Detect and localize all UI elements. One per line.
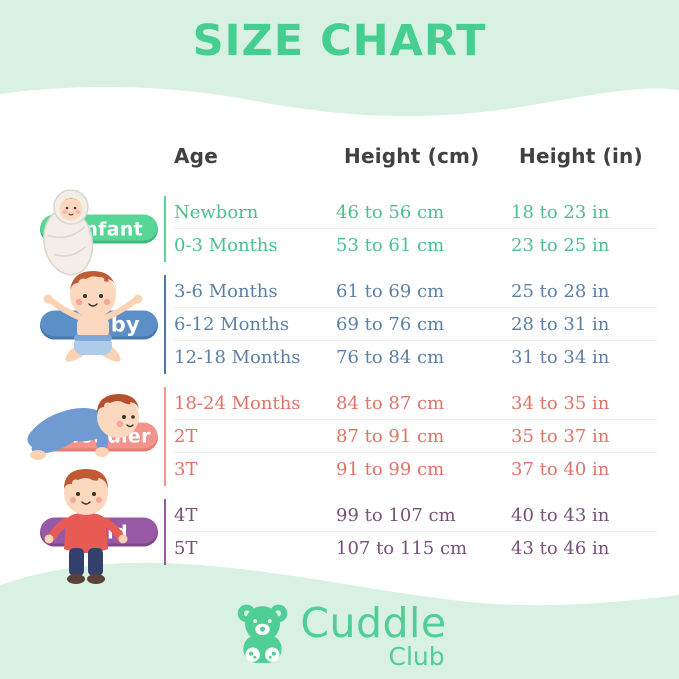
age-cell: 12-18 Months bbox=[174, 347, 301, 368]
height-in-cell: 35 to 37 in bbox=[511, 425, 610, 447]
age-cell: 0-3 Months bbox=[174, 235, 278, 256]
height-in-cell: 25 to 28 in bbox=[511, 280, 610, 302]
group-baby-rail: Baby bbox=[30, 271, 164, 374]
table-row: Newborn 46 to 56 cm 18 to 23 in bbox=[174, 196, 657, 229]
age-cell: 6-12 Months bbox=[174, 313, 290, 335]
group-kid: Kid bbox=[30, 469, 657, 584]
age-cell: 5T bbox=[174, 538, 198, 559]
height-cm-cell: 69 to 76 cm bbox=[336, 313, 445, 335]
group-infant: Infant bbox=[30, 189, 657, 276]
swaddled-infant-illustration bbox=[43, 189, 94, 276]
column-header-age: Age bbox=[174, 144, 218, 168]
brand-logo-text: Cuddle Club bbox=[300, 601, 446, 669]
height-cm-cell: 61 to 69 cm bbox=[336, 280, 445, 302]
table-row: 2T 87 to 91 cm 35 to 37 in bbox=[174, 420, 657, 453]
height-in-cell: 31 to 34 in bbox=[511, 347, 610, 368]
height-cm-cell: 76 to 84 cm bbox=[336, 347, 445, 368]
group-kid-rows: 4T 99 to 107 cm 40 to 43 in 5T 107 to 11… bbox=[164, 499, 657, 565]
page-title: SIZE CHART bbox=[192, 16, 487, 66]
size-table: Age Height (cm) Height (in) Infant bbox=[27, 144, 657, 584]
height-cm-cell: 84 to 87 cm bbox=[336, 392, 445, 414]
top-wave-decoration bbox=[0, 0, 679, 117]
group-baby: Baby bbox=[30, 271, 657, 374]
table-row: 6-12 Months 69 to 76 cm 28 to 31 in bbox=[174, 308, 657, 341]
height-cm-cell: 53 to 61 cm bbox=[336, 235, 445, 256]
height-cm-cell: 46 to 56 cm bbox=[336, 201, 445, 223]
group-toddler: Toddler 18-24 Months bbox=[27, 387, 657, 486]
infant-category-label: Infant bbox=[76, 218, 144, 240]
group-infant-rows: Newborn 46 to 56 cm 18 to 23 in 0-3 Mont… bbox=[164, 196, 657, 262]
column-header-height-in: Height (in) bbox=[519, 144, 643, 168]
height-cm-cell: 107 to 115 cm bbox=[336, 538, 468, 559]
age-cell: 3T bbox=[174, 459, 198, 480]
height-cm-cell: 99 to 107 cm bbox=[336, 504, 456, 526]
height-in-cell: 40 to 43 in bbox=[511, 504, 610, 526]
group-toddler-rail: Toddler bbox=[27, 387, 164, 486]
brand-logo: Cuddle Club bbox=[0, 601, 679, 669]
height-in-cell: 43 to 46 in bbox=[511, 538, 610, 559]
table-row: 3-6 Months 61 to 69 cm 25 to 28 in bbox=[174, 275, 657, 308]
height-in-cell: 34 to 35 in bbox=[511, 392, 610, 414]
height-cm-cell: 91 to 99 cm bbox=[336, 459, 445, 480]
age-cell: 4T bbox=[174, 504, 198, 526]
table-row: 3T 91 to 99 cm 37 to 40 in bbox=[174, 453, 657, 486]
height-cm-cell: 87 to 91 cm bbox=[336, 425, 445, 447]
brand-name: Cuddle bbox=[300, 599, 447, 647]
group-infant-rail: Infant bbox=[30, 189, 164, 276]
table-header-row: Age Height (cm) Height (in) bbox=[174, 144, 657, 168]
brand-name-suffix: Club bbox=[388, 642, 445, 671]
age-cell: Newborn bbox=[174, 201, 259, 223]
sitting-baby-illustration bbox=[43, 271, 143, 362]
age-cell: 3-6 Months bbox=[174, 280, 278, 302]
height-in-cell: 18 to 23 in bbox=[511, 201, 610, 223]
teddy-bear-icon bbox=[238, 604, 288, 663]
table-row: 4T 99 to 107 cm 40 to 43 in bbox=[174, 499, 657, 532]
group-toddler-rows: 18-24 Months 84 to 87 cm 34 to 35 in 2T … bbox=[164, 387, 657, 486]
table-row: 5T 107 to 115 cm 43 to 46 in bbox=[174, 532, 657, 565]
column-header-height-cm: Height (cm) bbox=[344, 144, 480, 168]
age-cell: 18-24 Months bbox=[174, 392, 301, 414]
group-kid-rail: Kid bbox=[30, 469, 164, 584]
height-in-cell: 37 to 40 in bbox=[511, 459, 610, 480]
age-cell: 2T bbox=[174, 425, 198, 447]
height-in-cell: 28 to 31 in bbox=[511, 313, 610, 335]
table-row: 0-3 Months 53 to 61 cm 23 to 25 in bbox=[174, 229, 657, 262]
group-baby-rows: 3-6 Months 61 to 69 cm 25 to 28 in 6-12 … bbox=[164, 275, 657, 374]
standing-kid-illustration bbox=[44, 469, 128, 584]
height-in-cell: 23 to 25 in bbox=[511, 235, 610, 256]
crawling-toddler-illustration bbox=[27, 394, 139, 460]
table-row: 18-24 Months 84 to 87 cm 34 to 35 in bbox=[174, 387, 657, 420]
bottom-wave-decoration bbox=[0, 562, 679, 679]
table-row: 12-18 Months 76 to 84 cm 31 to 34 in bbox=[174, 341, 657, 374]
